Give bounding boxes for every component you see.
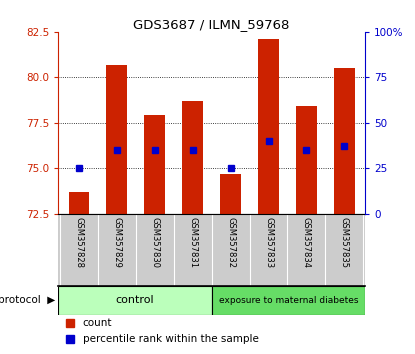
Bar <box>296 107 317 213</box>
Bar <box>334 68 355 213</box>
Text: GSM357829: GSM357829 <box>112 217 121 268</box>
Text: count: count <box>83 318 112 328</box>
Bar <box>58 286 212 315</box>
Text: exposure to maternal diabetes: exposure to maternal diabetes <box>219 296 358 305</box>
Bar <box>68 192 89 213</box>
Bar <box>182 101 203 213</box>
Text: GSM357832: GSM357832 <box>226 217 235 268</box>
Bar <box>106 64 127 213</box>
Text: GSM357828: GSM357828 <box>74 217 83 268</box>
Bar <box>212 286 365 315</box>
Text: protocol  ▶: protocol ▶ <box>0 296 55 306</box>
Text: GSM357831: GSM357831 <box>188 217 197 268</box>
Text: percentile rank within the sample: percentile rank within the sample <box>83 334 259 344</box>
Text: GSM357835: GSM357835 <box>340 217 349 268</box>
Bar <box>144 115 165 213</box>
Text: GSM357833: GSM357833 <box>264 217 273 268</box>
Text: GSM357830: GSM357830 <box>150 217 159 268</box>
Bar <box>220 173 241 213</box>
Text: GSM357834: GSM357834 <box>302 217 311 268</box>
Text: control: control <box>115 296 154 306</box>
Title: GDS3687 / ILMN_59768: GDS3687 / ILMN_59768 <box>134 18 290 31</box>
Bar <box>258 39 279 213</box>
